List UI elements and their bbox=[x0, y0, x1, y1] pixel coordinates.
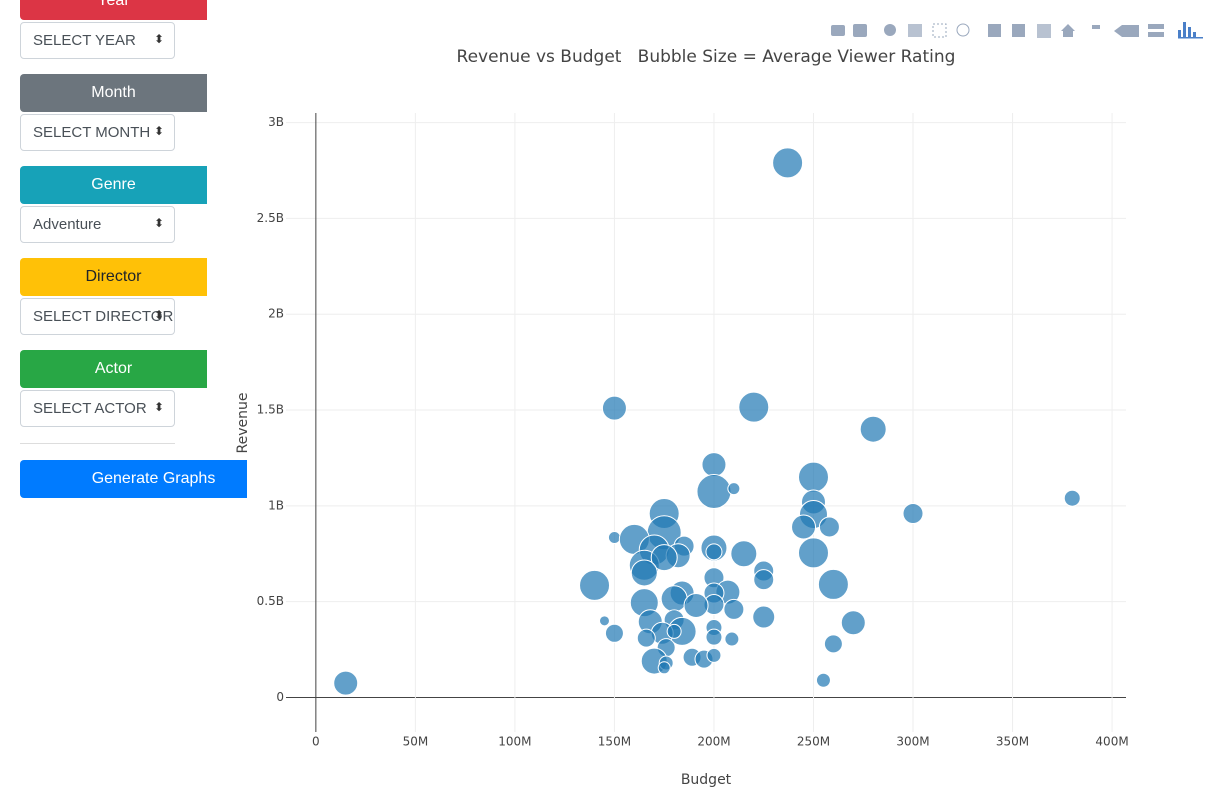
generate-button[interactable]: Generate Graphs bbox=[20, 460, 247, 498]
x-axis-title: Budget bbox=[681, 772, 732, 788]
bubble bbox=[738, 391, 770, 423]
bubble bbox=[859, 415, 887, 443]
bubble bbox=[1063, 489, 1081, 507]
chart-title: Revenue vs Budget Bubble Size = Average … bbox=[457, 47, 956, 67]
x-tick-label: 300M bbox=[896, 735, 929, 749]
bubble bbox=[840, 610, 866, 636]
bubble bbox=[706, 647, 722, 663]
filter-header: Director bbox=[20, 258, 207, 296]
bubble bbox=[815, 672, 831, 688]
bubble bbox=[607, 530, 621, 544]
bubble bbox=[598, 615, 610, 627]
bubble bbox=[705, 543, 723, 561]
x-tick-label: 100M bbox=[498, 735, 531, 749]
filter-select[interactable]: SELECT DIRECTOR bbox=[20, 298, 175, 335]
bubble bbox=[902, 503, 924, 525]
filter-select[interactable]: SELECT MONTH bbox=[20, 114, 175, 151]
y-tick-label: 0 bbox=[276, 690, 284, 704]
y-tick-label: 2.5B bbox=[257, 211, 284, 225]
bubble bbox=[727, 482, 741, 496]
bubble bbox=[752, 605, 776, 629]
bubble bbox=[705, 628, 723, 646]
bubble bbox=[797, 461, 829, 493]
bubble bbox=[657, 661, 671, 675]
y-tick-label: 1.5B bbox=[257, 403, 284, 417]
x-tick-label: 150M bbox=[598, 735, 631, 749]
filter-header: Actor bbox=[20, 350, 207, 388]
bubble bbox=[636, 628, 656, 648]
bubble bbox=[723, 598, 745, 620]
bubble bbox=[579, 569, 611, 601]
bubble bbox=[683, 593, 709, 619]
bubble bbox=[601, 395, 627, 421]
x-tick-label: 200M bbox=[697, 735, 730, 749]
toolbar[interactable] bbox=[831, 22, 1203, 39]
bubble bbox=[818, 516, 840, 538]
filter-header: Genre bbox=[20, 166, 207, 204]
filter-select[interactable]: SELECT ACTOR bbox=[20, 390, 175, 427]
y-axis-title: Revenue bbox=[235, 393, 251, 454]
y-tick-label: 2B bbox=[268, 307, 284, 321]
filter-select[interactable]: SELECT YEAR bbox=[20, 22, 175, 59]
bubble bbox=[666, 623, 682, 639]
bubble bbox=[604, 623, 624, 643]
filter-select[interactable]: Adventure bbox=[20, 206, 175, 243]
y-tick-label: 0.5B bbox=[257, 594, 284, 608]
x-tick-label: 0 bbox=[312, 735, 320, 749]
x-tick-label: 50M bbox=[403, 735, 429, 749]
bubble bbox=[333, 670, 359, 696]
bubble bbox=[696, 473, 732, 509]
x-tick-label: 350M bbox=[996, 735, 1029, 749]
filter-header: Month bbox=[20, 74, 207, 112]
bubble bbox=[724, 631, 740, 647]
bubble bbox=[650, 544, 678, 572]
bubble bbox=[817, 568, 849, 600]
bubble bbox=[701, 452, 727, 478]
bubble bbox=[630, 559, 658, 587]
bubble bbox=[660, 585, 688, 613]
y-tick-label: 3B bbox=[268, 115, 284, 129]
bubble bbox=[753, 569, 775, 591]
bubble bbox=[730, 540, 758, 568]
bubble bbox=[772, 147, 804, 179]
y-tick-label: 1B bbox=[268, 498, 284, 512]
bubble bbox=[797, 537, 829, 569]
bubble bbox=[791, 514, 817, 540]
divider bbox=[20, 443, 175, 444]
bubble bbox=[823, 634, 843, 654]
filter-header: Year bbox=[20, 0, 207, 20]
x-tick-label: 400M bbox=[1095, 735, 1128, 749]
x-tick-label: 250M bbox=[797, 735, 830, 749]
